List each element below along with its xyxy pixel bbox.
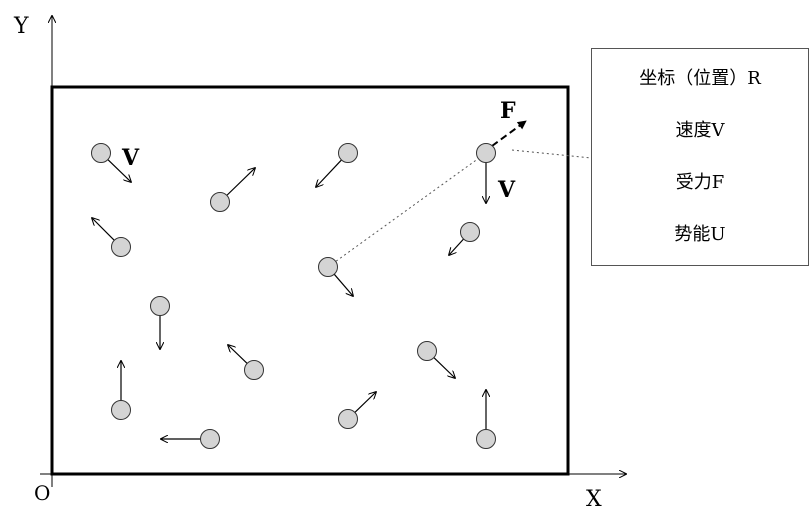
property-position: 坐标（位置）R [639, 68, 761, 89]
origin-label: O [34, 481, 50, 505]
velocity-arrow [228, 345, 248, 364]
particle [244, 360, 264, 380]
particle [210, 192, 230, 212]
velocity-arrow [316, 159, 342, 187]
particle [91, 143, 111, 163]
particle [111, 400, 131, 420]
particle [460, 222, 480, 242]
particle [476, 429, 496, 449]
property-velocity: 速度V [675, 120, 725, 141]
velocity-arrow [92, 218, 115, 241]
particle [476, 143, 496, 163]
force-arrow [491, 120, 527, 147]
particle [200, 429, 220, 449]
velocity-label: V [497, 177, 516, 203]
force-label: F [500, 98, 516, 124]
x-axis-label: X [586, 487, 602, 512]
velocity-arrow [333, 273, 353, 296]
velocity-arrow [226, 168, 255, 196]
particle [338, 143, 358, 163]
velocity-arrow [354, 392, 376, 413]
dotted-link [327, 152, 487, 268]
particle [417, 341, 437, 361]
y-axis-label: Y [13, 14, 29, 39]
particle [111, 237, 131, 257]
particle [150, 296, 170, 316]
particle-properties-box: 坐标（位置）R 速度V 受力F 势能U [591, 48, 809, 266]
velocity-label: V [121, 145, 140, 171]
dotted-link [511, 149, 592, 159]
velocity-arrow [107, 159, 131, 182]
property-force: 受力F [675, 172, 725, 193]
property-potential-energy: 势能U [674, 224, 726, 245]
particle [318, 257, 338, 277]
velocity-arrow [433, 357, 455, 378]
particle [338, 409, 358, 429]
simulation-box [50, 85, 570, 476]
velocity-arrow [449, 238, 465, 255]
